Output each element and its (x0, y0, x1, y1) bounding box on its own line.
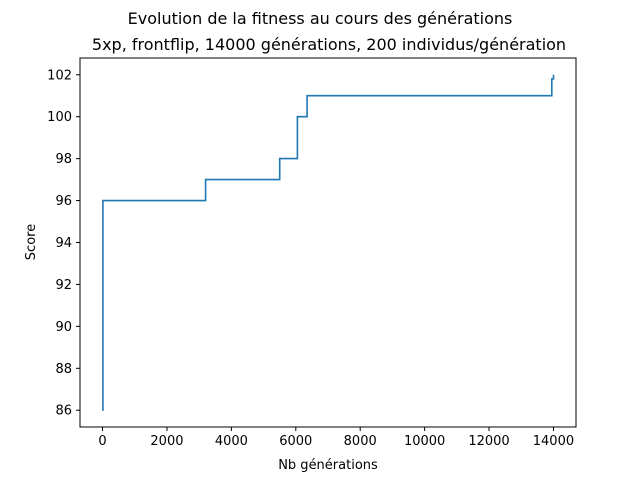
x-tick-label: 10000 (404, 434, 445, 449)
y-tick-label: 102 (47, 68, 72, 83)
plot-frame (79, 57, 577, 428)
x-tick-label: 14000 (533, 434, 574, 449)
x-tick-label: 4000 (215, 434, 248, 449)
y-tick-label: 94 (55, 236, 72, 251)
plot-area: 0 2000 4000 6000 8000 10000 12000 14000 86 88 90 92… (47, 57, 577, 449)
x-tick-label: 12000 (468, 434, 509, 449)
x-axis-label: Nb générations (278, 458, 378, 473)
x-tick-label: 6000 (279, 434, 312, 449)
y-tick-label: 100 (47, 110, 72, 125)
x-tick-label: 8000 (344, 434, 377, 449)
chart-title: Evolution de la fitness au cours des gén… (128, 9, 513, 28)
y-tick-label: 98 (55, 152, 72, 167)
y-tick-label: 92 (55, 278, 72, 293)
chart-subtitle: 5xp, frontflip, 14000 générations, 200 i… (92, 35, 566, 54)
series-line-0 (102, 74, 555, 411)
x-tick-label: 2000 (150, 434, 183, 449)
x-tick-label: 0 (98, 434, 106, 449)
y-axis-label: Score (24, 224, 39, 260)
y-tick-label: 88 (55, 362, 72, 377)
y-tick-label: 96 (55, 194, 72, 209)
y-tick-label: 90 (55, 320, 72, 335)
y-tick-label: 86 (55, 404, 72, 419)
